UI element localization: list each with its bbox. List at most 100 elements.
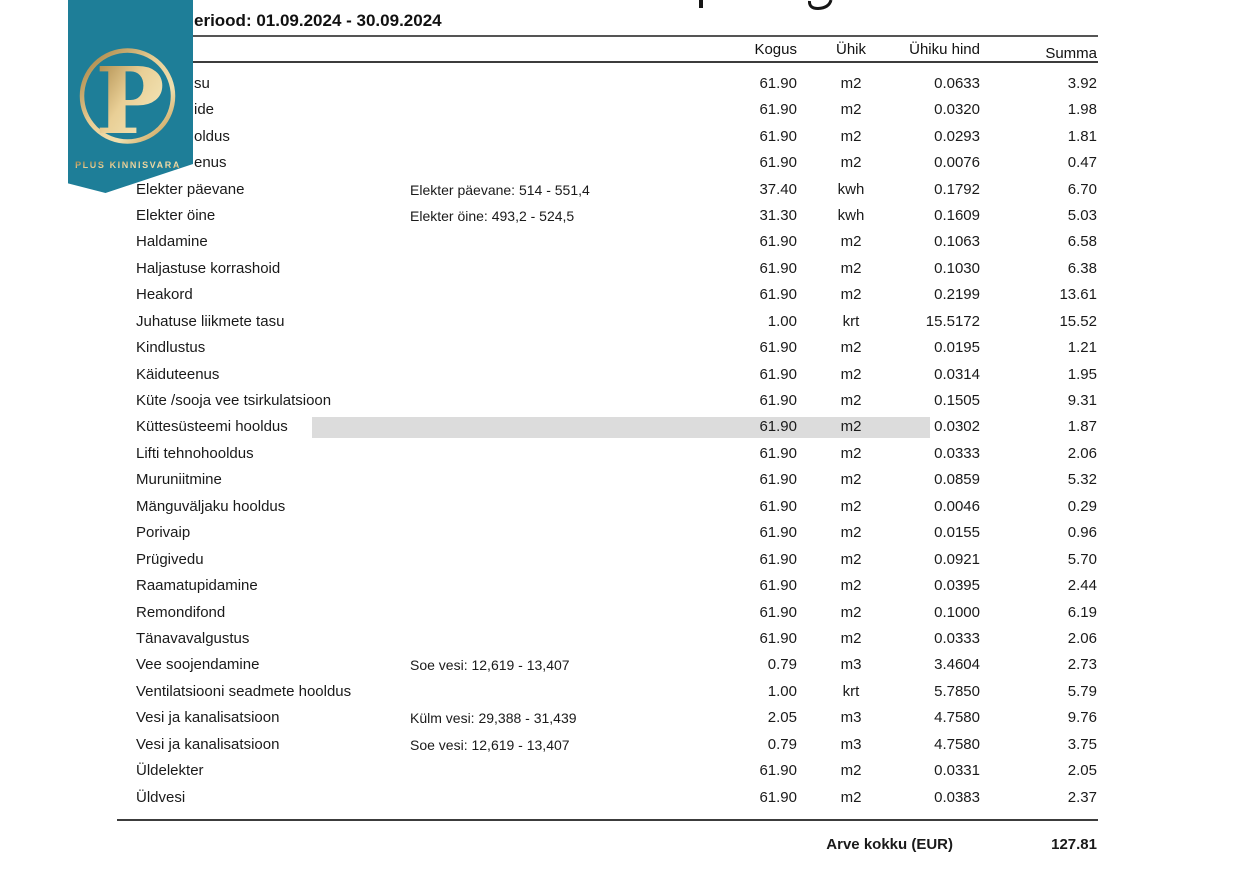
table-row: Haljastuse korrashoid 61.90 m2 0.1030 6.38 bbox=[0, 256, 1240, 282]
service-name: Muruniitmine bbox=[136, 471, 222, 489]
unit-price: 0.1792 bbox=[934, 180, 980, 198]
row-sum: 6.70 bbox=[1067, 180, 1097, 198]
unit-price: 0.0155 bbox=[934, 524, 980, 542]
table-row: Juhatuse liikmete tasu 1.00 krt 15.5172 15.5… bbox=[0, 309, 1240, 335]
unit: kwh bbox=[837, 180, 865, 198]
unit: krt bbox=[842, 682, 860, 700]
unit: m2 bbox=[840, 74, 862, 92]
row-sum: 0.29 bbox=[1067, 497, 1097, 515]
unit-price: 0.0314 bbox=[934, 365, 980, 383]
invoice-total-value: 127.81 bbox=[1051, 836, 1097, 853]
meter-reading-note: Elekter öine: 493,2 - 524,5 bbox=[410, 207, 575, 224]
logo-brand-text: PLUS KINNISVARA bbox=[75, 160, 181, 170]
invoice-total-label: Arve kokku (EUR) bbox=[826, 836, 953, 853]
invoice-rows: su 61.90 m2 0.0633 3.92 ide 61.90 m2 0.0320 1.98 o… bbox=[0, 71, 1240, 811]
unit: m2 bbox=[840, 392, 862, 410]
row-sum: 3.92 bbox=[1067, 74, 1097, 92]
service-name: Haljastuse korrashoid bbox=[136, 259, 281, 277]
table-row: Vesi ja kanalisatsioon Külm vesi: 29,388 … bbox=[0, 705, 1240, 731]
table-row: enus 61.90 m2 0.0076 0.47 bbox=[0, 150, 1240, 176]
quantity: 61.90 bbox=[759, 392, 797, 410]
selection-highlight bbox=[312, 417, 930, 438]
unit: m2 bbox=[840, 444, 862, 462]
table-row: Käiduteenus 61.90 m2 0.0314 1.95 bbox=[0, 362, 1240, 388]
quantity: 61.90 bbox=[759, 444, 797, 462]
unit-price: 0.0333 bbox=[934, 629, 980, 647]
unit: m2 bbox=[840, 497, 862, 515]
row-sum: 2.05 bbox=[1067, 762, 1097, 780]
unit-price: 0.0331 bbox=[934, 762, 980, 780]
service-name: Küte /sooja vee tsirkulatsioon bbox=[136, 392, 332, 410]
table-row: Tänavavalgustus 61.90 m2 0.0333 2.06 bbox=[0, 626, 1240, 652]
unit-price: 5.7850 bbox=[934, 682, 980, 700]
unit-price: 0.0921 bbox=[934, 550, 980, 568]
quantity: 61.90 bbox=[759, 101, 797, 119]
meter-reading-note: Elekter päevane: 514 - 551,4 bbox=[410, 181, 590, 198]
table-row: su 61.90 m2 0.0633 3.92 bbox=[0, 71, 1240, 97]
quantity: 61.90 bbox=[759, 233, 797, 251]
service-name: Heakord bbox=[136, 286, 193, 304]
table-row: oldus 61.90 m2 0.0293 1.81 bbox=[0, 124, 1240, 150]
table-row: Lifti tehnohooldus 61.90 m2 0.0333 2.06 bbox=[0, 441, 1240, 467]
quantity: 61.90 bbox=[759, 497, 797, 515]
service-name: Lifti tehnohooldus bbox=[136, 444, 254, 462]
table-row: Elekter öine Elekter öine: 493,2 - 524,5 3… bbox=[0, 203, 1240, 229]
quantity: 61.90 bbox=[759, 74, 797, 92]
unit: kwh bbox=[837, 206, 865, 224]
table-bottom-rule bbox=[117, 819, 1098, 821]
meter-reading-note: Soe vesi: 12,619 - 13,407 bbox=[410, 657, 570, 674]
quantity: 61.90 bbox=[759, 762, 797, 780]
row-sum: 2.44 bbox=[1067, 577, 1097, 595]
unit: m3 bbox=[840, 735, 862, 753]
unit: m3 bbox=[840, 709, 862, 727]
service-name: Küttesüsteemi hooldus bbox=[136, 418, 288, 436]
unit-price: 0.0293 bbox=[934, 127, 980, 145]
quantity: 61.90 bbox=[759, 365, 797, 383]
table-row: Kindlustus 61.90 m2 0.0195 1.21 bbox=[0, 335, 1240, 361]
service-name: enus bbox=[194, 154, 227, 172]
row-sum: 1.95 bbox=[1067, 365, 1097, 383]
table-row: Küttesüsteemi hooldus 61.90 m2 0.0302 1.87 bbox=[0, 414, 1240, 440]
service-name: Raamatupidamine bbox=[136, 577, 258, 595]
unit-price: 0.1505 bbox=[934, 392, 980, 410]
quantity: 61.90 bbox=[759, 577, 797, 595]
row-sum: 13.61 bbox=[1059, 286, 1097, 304]
table-row: Haldamine 61.90 m2 0.1063 6.58 bbox=[0, 229, 1240, 255]
meter-reading-note: Soe vesi: 12,619 - 13,407 bbox=[410, 736, 570, 753]
unit-price: 0.0302 bbox=[934, 418, 980, 436]
service-name: Remondifond bbox=[136, 603, 226, 621]
unit-price: 0.0046 bbox=[934, 497, 980, 515]
quantity: 61.90 bbox=[759, 127, 797, 145]
unit-price: 0.0383 bbox=[934, 788, 980, 806]
row-sum: 0.96 bbox=[1067, 524, 1097, 542]
quantity: 61.90 bbox=[759, 550, 797, 568]
table-row: Üldelekter 61.90 m2 0.0331 2.05 bbox=[0, 758, 1240, 784]
service-name: Käiduteenus bbox=[136, 365, 220, 383]
logo-ring-icon bbox=[79, 48, 176, 144]
unit-price: 0.1609 bbox=[934, 206, 980, 224]
unit-price: 0.0633 bbox=[934, 74, 980, 92]
table-row: Vee soojendamine Soe vesi: 12,619 - 13,40… bbox=[0, 652, 1240, 678]
quantity: 61.90 bbox=[759, 418, 797, 436]
row-sum: 2.37 bbox=[1067, 788, 1097, 806]
unit-price: 0.0395 bbox=[934, 577, 980, 595]
service-name: oldus bbox=[194, 127, 230, 145]
quantity: 1.00 bbox=[767, 682, 797, 700]
column-header-uhiku-hind: Ühiku hind bbox=[909, 41, 980, 58]
row-sum: 5.03 bbox=[1067, 206, 1097, 224]
quantity: 61.90 bbox=[759, 471, 797, 489]
service-name: Kindlustus bbox=[136, 339, 206, 357]
unit-price: 0.1063 bbox=[934, 233, 980, 251]
unit: m2 bbox=[840, 603, 862, 621]
unit: m2 bbox=[840, 629, 862, 647]
row-sum: 3.75 bbox=[1067, 735, 1097, 753]
table-row: ide 61.90 m2 0.0320 1.98 bbox=[0, 97, 1240, 123]
quantity: 61.90 bbox=[759, 603, 797, 621]
table-row: Ventilatsiooni seadmete hooldus 1.00 krt 5.… bbox=[0, 679, 1240, 705]
quantity: 61.90 bbox=[759, 259, 797, 277]
row-sum: 1.21 bbox=[1067, 339, 1097, 357]
quantity: 2.05 bbox=[767, 709, 797, 727]
row-sum: 1.87 bbox=[1067, 418, 1097, 436]
unit-price: 0.0333 bbox=[934, 444, 980, 462]
